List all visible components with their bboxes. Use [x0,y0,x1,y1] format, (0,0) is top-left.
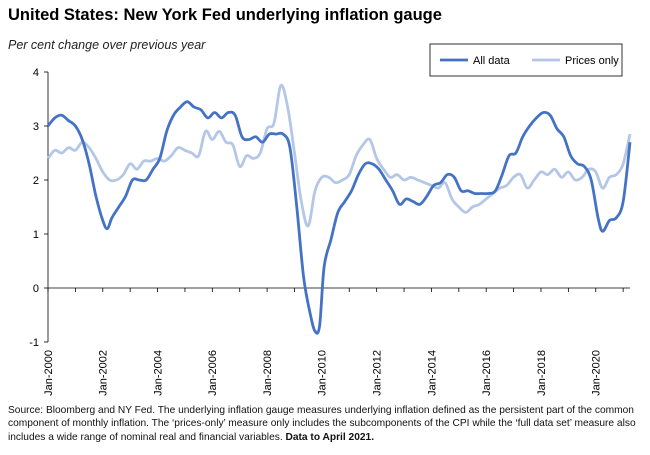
y-tick-label: 2 [33,175,39,187]
series-line-prices-only [46,83,632,228]
y-tick-label: -1 [29,337,39,349]
data-note: Data to April 2021. [285,431,375,443]
x-tick-label: Jan-2016 [481,350,493,396]
source-text: Source: Bloomberg and NY Fed. The underl… [8,405,636,443]
chart-subtitle: Per cent change over previous year [8,38,206,52]
x-tick-label: Jan-2000 [43,350,55,396]
y-tick-label: 1 [33,229,39,241]
x-tick-label: Jan-2002 [98,350,110,396]
line-chart: -1 0 1 2 3 4 Jan-2000 Jan-2002 Jan-2004 Jan-2006 J… [29,43,632,396]
chart-axes: -1 0 1 2 3 4 Jan-2000 Jan-2002 Jan-2004 Jan-2006 J… [29,67,630,396]
y-tick-label: 4 [33,67,39,79]
chart-title: United States: New York Fed underlying i… [8,6,442,24]
x-tick-label: Jan-2006 [207,350,219,396]
source-note: Source: Bloomberg and NY Fed. The underl… [8,404,644,444]
legend-label-all-data: All data [473,55,511,67]
x-tick-label: Jan-2014 [426,350,438,396]
x-tick-label: Jan-2010 [317,350,329,396]
y-tick-label: 3 [33,121,39,133]
x-tick-label: Jan-2012 [372,350,384,396]
series-line-all-data [46,100,632,335]
x-tick-label: Jan-2004 [152,350,164,396]
x-tick-label: Jan-2008 [262,350,274,396]
legend-label-prices-only: Prices only [565,55,619,67]
chart-legend: All data Prices only [429,43,623,77]
x-tick-label: Jan-2020 [591,350,603,396]
y-tick-label: 0 [33,283,39,295]
x-tick-label: Jan-2018 [536,350,548,396]
series-layer [46,83,632,335]
